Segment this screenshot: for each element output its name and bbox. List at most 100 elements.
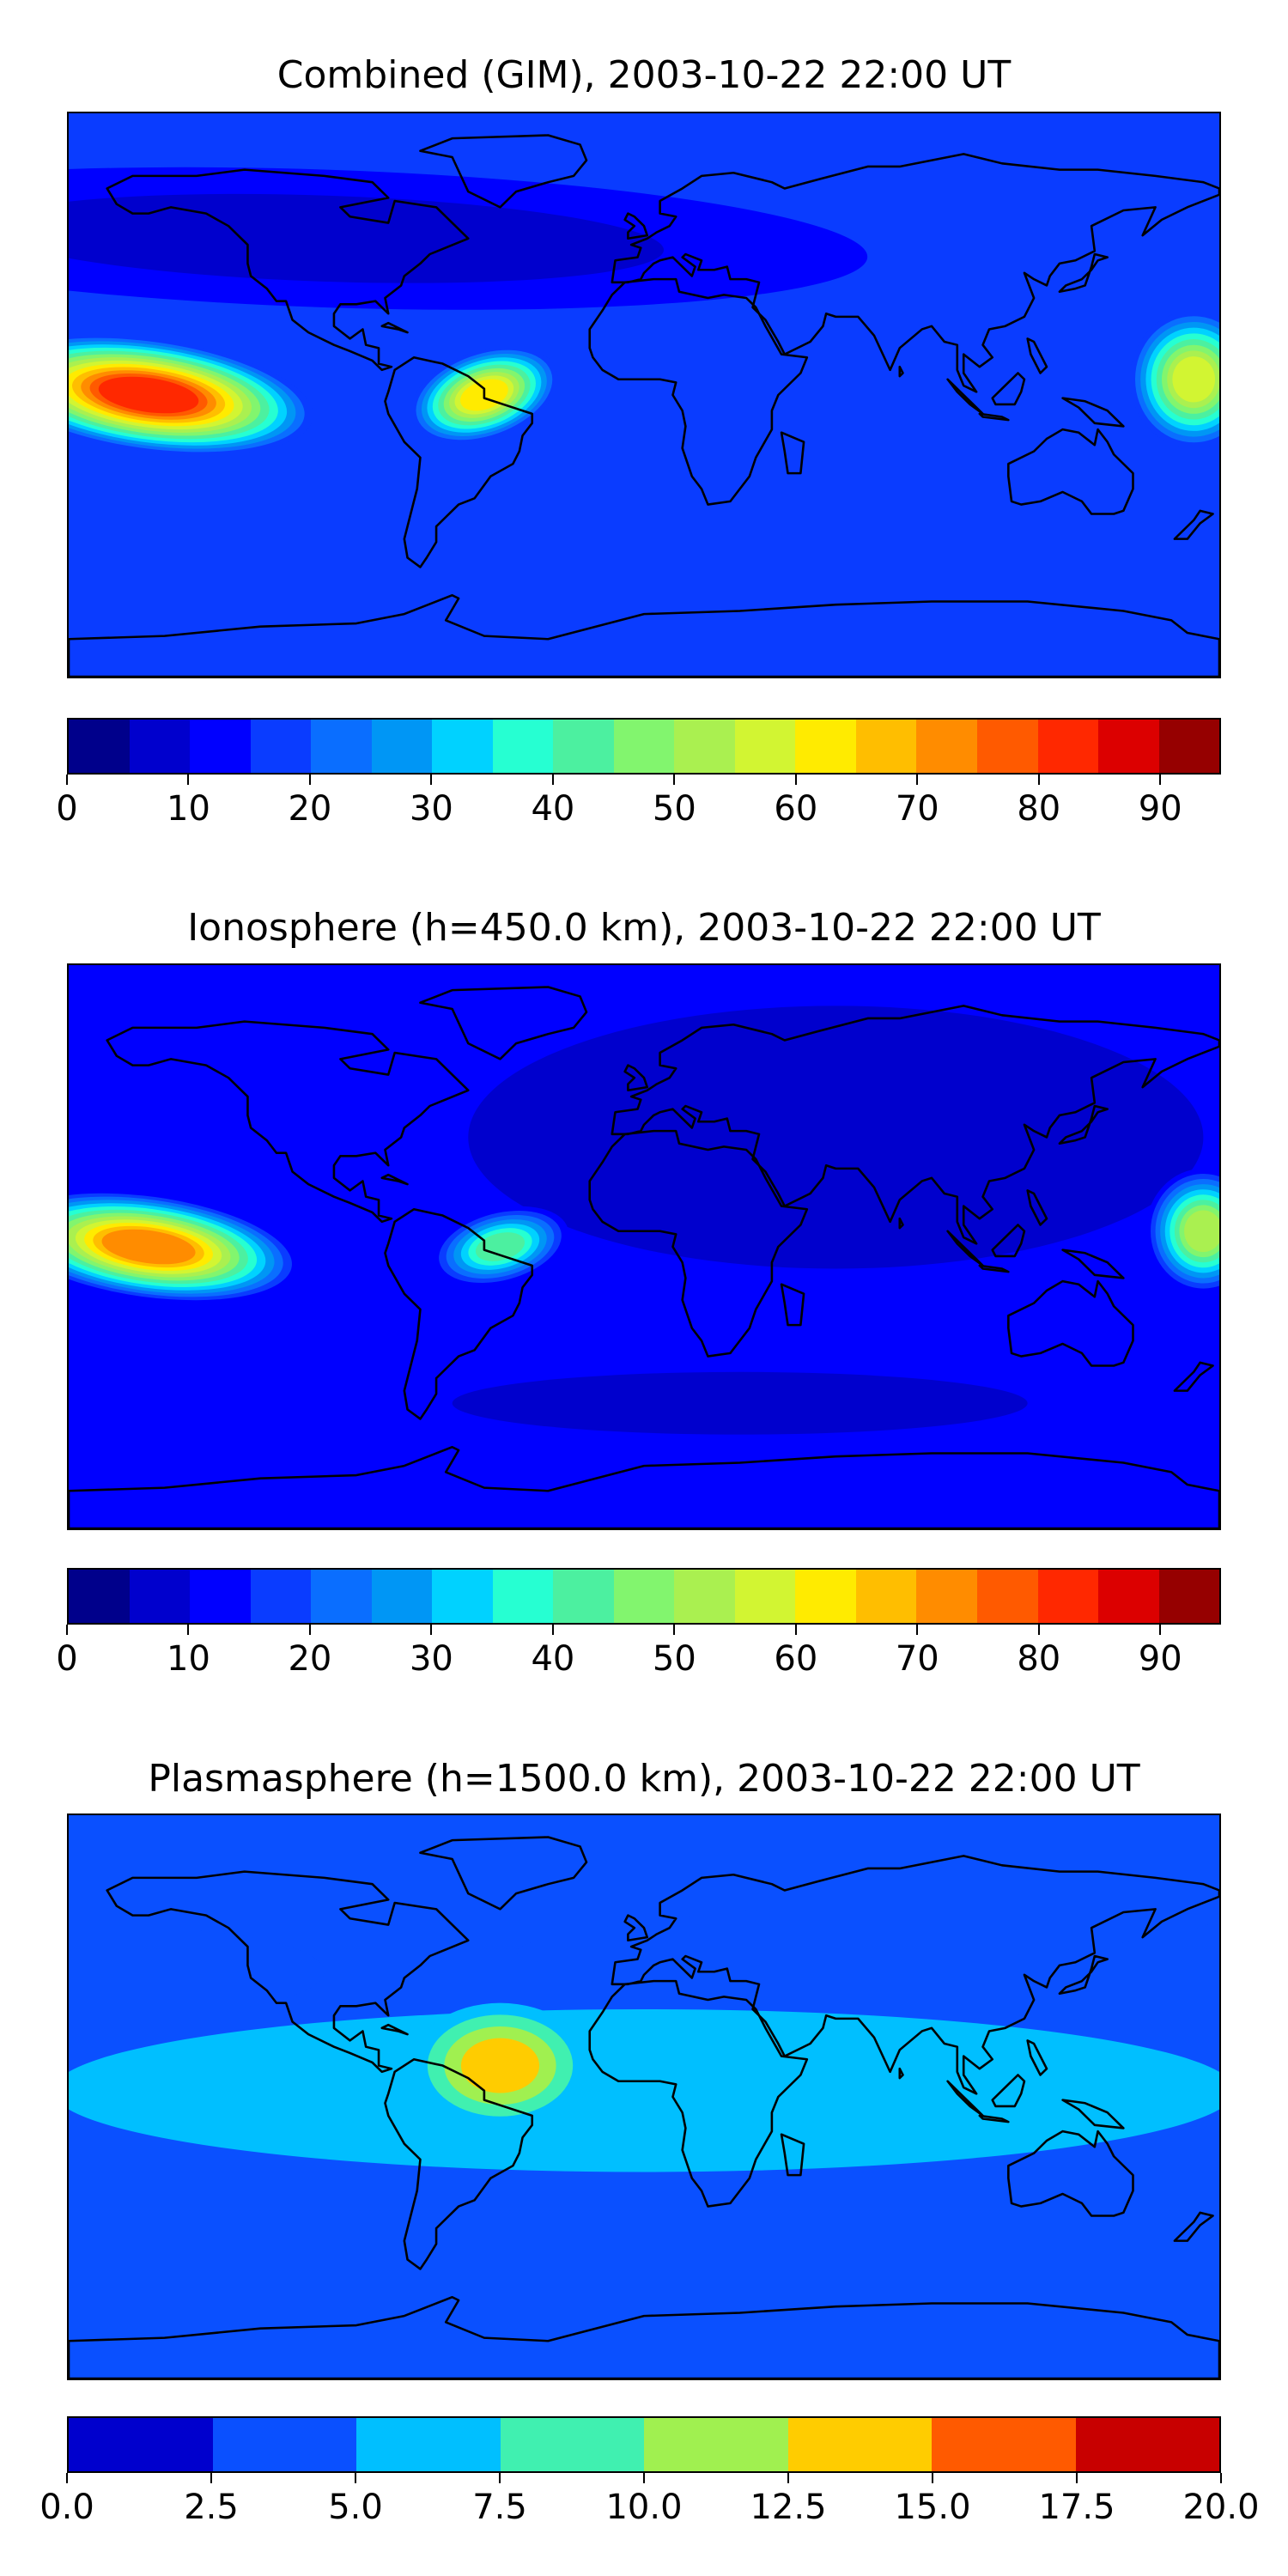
colorbar-swatch	[976, 720, 1038, 773]
colorbar-tick	[308, 1625, 311, 1635]
field-contour-group	[1129, 310, 1219, 448]
colorbar-swatch	[855, 1570, 917, 1623]
tec-map	[67, 963, 1221, 1530]
colorbar-tick-label: 10	[167, 789, 210, 829]
panel-title: Plasmasphere (h=1500.0 km), 2003-10-22 2…	[148, 1757, 1140, 1801]
colorbar-swatch	[69, 720, 130, 773]
colorbar-tick	[66, 775, 68, 785]
field-contour	[468, 1005, 1204, 1269]
panel-title: Ionosphere (h=450.0 km), 2003-10-22 22:0…	[187, 906, 1101, 950]
field-contour-group	[69, 2008, 1219, 2172]
colorbar-tick	[1037, 775, 1040, 785]
colorbar-tick-label: 50	[652, 789, 696, 829]
tec-map	[67, 1814, 1221, 2380]
coastline	[1173, 2211, 1214, 2242]
colorbar-tick	[787, 2473, 789, 2483]
colorbar-tick-label: 20.0	[1182, 2488, 1260, 2527]
colorbar-tick	[932, 2473, 933, 2483]
colorbar-tick	[187, 1625, 190, 1635]
coastline	[1058, 1104, 1109, 1145]
colorbar-tick-label: 2.5	[184, 2488, 239, 2527]
coastline	[1173, 1361, 1214, 1392]
field-contour-group	[452, 1371, 1028, 1435]
colorbar-swatch	[613, 1570, 675, 1623]
map-svg	[69, 113, 1219, 677]
colorbar-tick	[430, 775, 433, 785]
colorbar-ticks: 0 10 20 30 40 50 60 70 80 90	[56, 1625, 1221, 1679]
coastline	[1007, 428, 1134, 515]
colorbar-swatch	[1075, 2418, 1219, 2471]
coastlines	[69, 1836, 1219, 2379]
colorbar-tick	[66, 2473, 68, 2483]
coastline	[780, 2133, 805, 2177]
colorbar-tick-label: 90	[1138, 789, 1182, 829]
colorbar-tick	[187, 775, 190, 785]
colorbar-tick	[916, 775, 919, 785]
coastline	[419, 986, 588, 1060]
field-contour	[69, 2008, 1219, 2172]
colorbar-tick	[499, 2473, 501, 2483]
colorbar-swatch	[190, 720, 251, 773]
coastline	[380, 2023, 409, 2036]
colorbar-swatch	[190, 1570, 251, 1623]
coastline	[1026, 337, 1048, 374]
colorbar-swatch	[916, 720, 977, 773]
coastline	[978, 412, 1010, 422]
field-contour-group	[1145, 1168, 1219, 1294]
colorbar-swatch	[553, 720, 614, 773]
colorbar-swatch	[492, 720, 554, 773]
coastlines	[69, 134, 1219, 677]
colorbar-tick-label: 30	[409, 1639, 453, 1679]
colorbar-tick-label: 90	[1138, 1639, 1182, 1679]
coastline	[623, 1064, 649, 1092]
coastline	[384, 355, 534, 568]
field-contour	[69, 193, 665, 283]
colorbar-tick-label: 0	[56, 789, 78, 829]
colorbar-tick	[673, 775, 676, 785]
field-contour	[101, 1229, 196, 1265]
coastline	[1007, 1279, 1134, 1367]
colorbar-swatch	[976, 1570, 1038, 1623]
colorbar-tick-label: 50	[652, 1639, 696, 1679]
coastline	[1173, 509, 1214, 540]
coastline	[1058, 252, 1109, 294]
coastline	[1061, 397, 1125, 428]
field-contour	[1184, 1210, 1219, 1253]
colorbar-swatch	[1037, 1570, 1099, 1623]
colorbar	[67, 2416, 1221, 2473]
coastline	[106, 1870, 470, 2074]
coastline	[1058, 1954, 1109, 1996]
field-contour	[452, 1371, 1028, 1435]
colorbar-tick	[210, 2473, 212, 2483]
colorbar-tick	[1220, 2473, 1222, 2483]
colorbar-swatch	[1158, 720, 1220, 773]
colorbar-tick-label: 60	[774, 1639, 818, 1679]
coastline	[380, 321, 409, 334]
colorbar-tick	[1159, 1625, 1162, 1635]
colorbar-swatch	[371, 720, 433, 773]
colorbar-tick	[1076, 2473, 1078, 2483]
colorbar-swatch	[250, 720, 312, 773]
field-contour	[460, 2038, 540, 2093]
colorbar-swatch	[371, 1570, 433, 1623]
coastline	[611, 153, 1219, 393]
colorbar-swatch	[212, 2418, 356, 2471]
colorbar-tick	[794, 1625, 797, 1635]
colorbar-swatch	[932, 2418, 1076, 2471]
coastline	[69, 1445, 1219, 1528]
coastline	[991, 1224, 1026, 1258]
colorbar-swatch	[795, 720, 856, 773]
colorbar-swatch	[1098, 1570, 1159, 1623]
colorbar-tick	[794, 775, 797, 785]
colorbar-tick-label: 10	[167, 1639, 210, 1679]
colorbar-tick-label: 10.0	[605, 2488, 683, 2527]
colorbar-swatch	[734, 1570, 796, 1623]
colorbar-swatch	[492, 1570, 554, 1623]
colorbar-swatch	[129, 720, 191, 773]
coastline	[588, 1129, 809, 1358]
coastline	[106, 168, 470, 372]
coastline	[106, 1020, 470, 1224]
coastline	[1061, 2099, 1125, 2129]
colorbar-tick-label: 60	[774, 789, 818, 829]
coastline	[611, 1005, 1219, 1245]
